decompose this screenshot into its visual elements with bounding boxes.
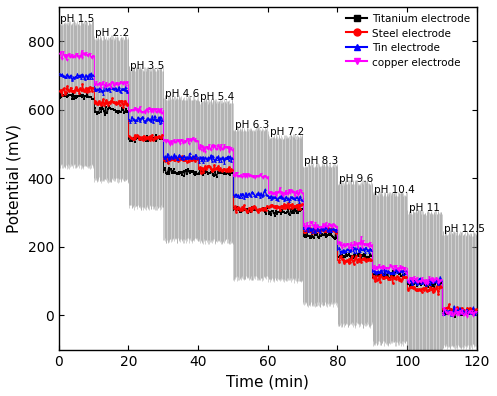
Text: pH 7.2: pH 7.2 <box>269 128 304 137</box>
Text: pH 2.2: pH 2.2 <box>95 28 130 38</box>
Text: pH 12.5: pH 12.5 <box>444 225 485 234</box>
Text: pH 6.3: pH 6.3 <box>235 120 269 129</box>
Text: pH 10.4: pH 10.4 <box>374 185 415 195</box>
Text: pH 1.5: pH 1.5 <box>61 14 95 25</box>
Legend: Titanium electrode, Steel electrode, Tin electrode, copper electrode: Titanium electrode, Steel electrode, Tin… <box>342 9 475 72</box>
Text: pH 3.5: pH 3.5 <box>130 61 165 71</box>
Text: pH 11: pH 11 <box>409 203 440 213</box>
Text: pH 9.6: pH 9.6 <box>339 174 373 184</box>
Y-axis label: Potential (mV): Potential (mV) <box>7 124 22 233</box>
Text: pH 5.4: pH 5.4 <box>200 92 234 102</box>
Text: pH 4.6: pH 4.6 <box>165 89 199 99</box>
Text: pH 8.3: pH 8.3 <box>304 156 338 166</box>
X-axis label: Time (min): Time (min) <box>226 374 309 389</box>
